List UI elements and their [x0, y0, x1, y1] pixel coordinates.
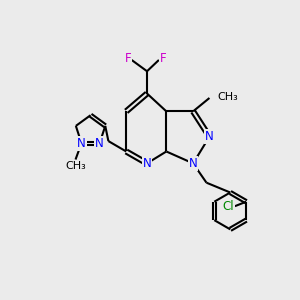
Text: N: N: [205, 130, 214, 143]
Text: CH₃: CH₃: [218, 92, 238, 101]
Text: F: F: [124, 52, 131, 65]
Text: N: N: [189, 157, 197, 170]
Text: CH₃: CH₃: [65, 161, 86, 171]
Text: N: N: [143, 157, 152, 170]
Text: F: F: [160, 52, 166, 65]
Text: N: N: [95, 137, 104, 150]
Text: Cl: Cl: [223, 200, 234, 213]
Text: N: N: [77, 137, 86, 150]
